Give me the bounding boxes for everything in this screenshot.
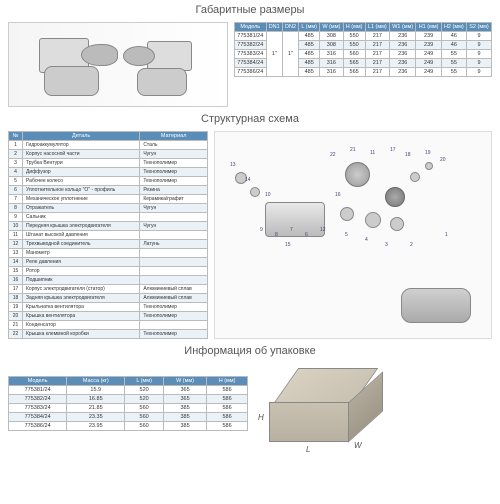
parts-table: №ДетальМатериал 1ГидроаккумуляторСталь2К… bbox=[8, 131, 208, 339]
package-box-diagram: H W L bbox=[256, 363, 386, 443]
dims-title: Габаритные размеры bbox=[0, 4, 500, 16]
exploded-diagram: 13 14 10 15 22 21 11 17 18 19 20 5 4 3 2… bbox=[214, 131, 492, 339]
pkg-title: Информация об упаковке bbox=[0, 345, 500, 357]
struct-title: Структурная схема bbox=[0, 113, 500, 125]
pkg-table: МодельМасса (кг)L (мм)W (мм)H (мм) 77538… bbox=[8, 376, 248, 431]
dims-diagram bbox=[8, 22, 228, 107]
dims-table: МодельDN1DN2L (мм)W (мм)H (мм)L1 (мм)W1 … bbox=[234, 22, 492, 77]
